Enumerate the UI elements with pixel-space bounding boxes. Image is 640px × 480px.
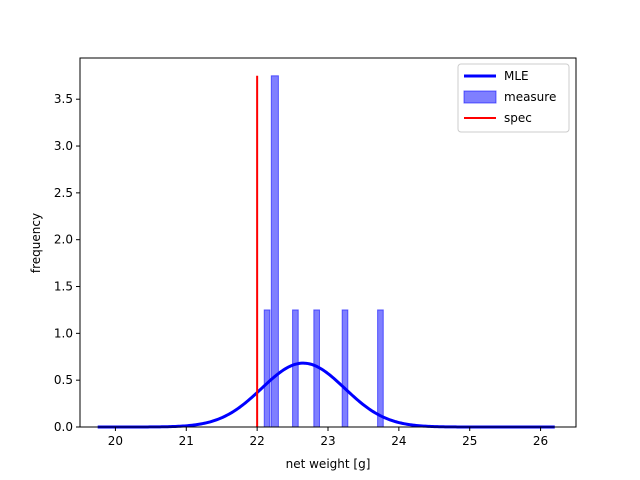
x-tick-label-6: 26 <box>533 434 548 448</box>
y-tick-label-1: 0.5 <box>54 373 73 387</box>
y-tick-label-7: 3.5 <box>54 92 73 106</box>
y-tick-label-4: 2.0 <box>54 233 73 247</box>
x-axis-label: net weight [g] <box>286 457 371 471</box>
legend-label-0: MLE <box>504 69 529 83</box>
x-tick-label-1: 21 <box>179 434 194 448</box>
x-tick-label-2: 22 <box>250 434 265 448</box>
y-ticks: 0.0 0.5 1.0 1.5 2.0 2.5 3.0 3.5 <box>54 92 80 434</box>
histogram-bars <box>263 75 384 428</box>
mle-curve-group <box>97 361 555 429</box>
legend-label-2: spec <box>504 111 532 125</box>
y-tick-label-3: 1.5 <box>54 280 73 294</box>
x-ticks: 20 21 22 23 24 25 26 <box>108 427 548 448</box>
y-tick-label-5: 2.5 <box>54 186 73 200</box>
y-tick-label-6: 3.0 <box>54 139 73 153</box>
legend-label-1: measure <box>504 90 556 104</box>
x-tick-label-0: 20 <box>108 434 123 448</box>
legend-box <box>457 63 570 133</box>
x-tick-label-5: 25 <box>462 434 477 448</box>
histogram-bar-4 <box>341 309 349 428</box>
x-tick-label-4: 24 <box>391 434 406 448</box>
histogram-bar-5 <box>377 309 384 428</box>
x-tick-label-3: 23 <box>320 434 335 448</box>
mle-curve-line <box>97 361 555 429</box>
histogram-bar-0 <box>263 309 271 428</box>
legend-marker-1 <box>463 90 497 104</box>
legend: MLE measure spec <box>457 63 570 133</box>
y-tick-label-2: 1.0 <box>54 326 73 340</box>
y-tick-label-0: 0.0 <box>54 420 73 434</box>
y-axis-label: frequency <box>29 213 43 273</box>
histogram-bar-2 <box>292 309 299 428</box>
